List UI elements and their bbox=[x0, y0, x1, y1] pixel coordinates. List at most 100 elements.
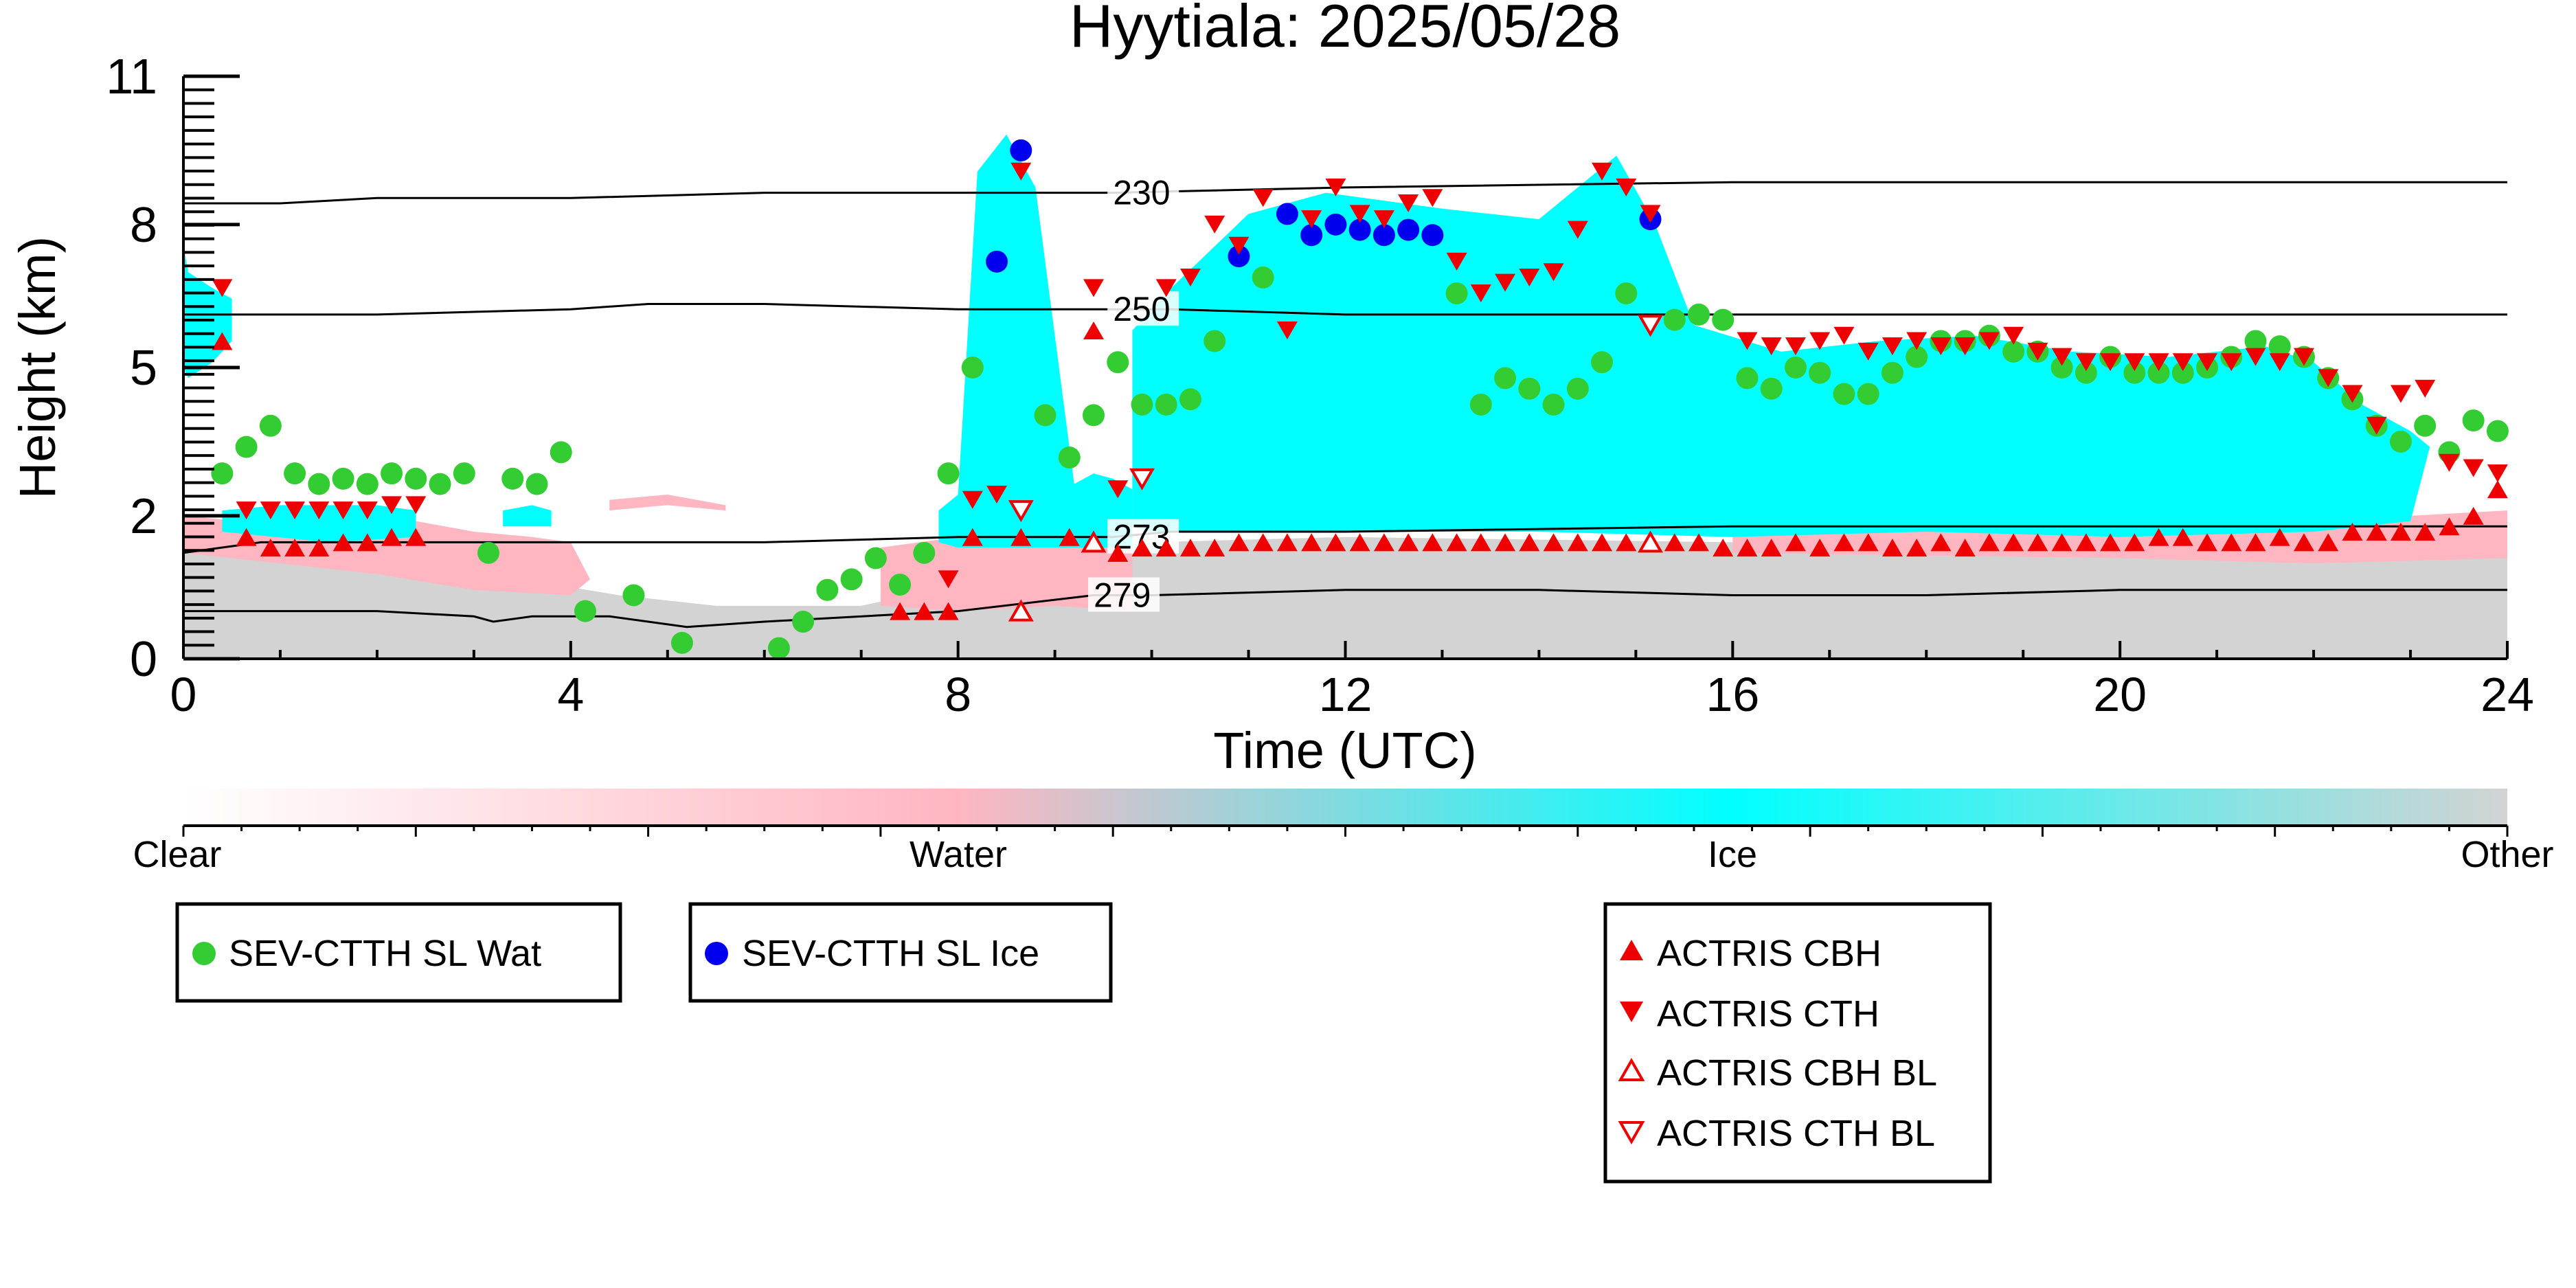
marker-actris-cth bbox=[1470, 284, 1491, 303]
marker-sev-ctth-sl-ice bbox=[1348, 218, 1371, 241]
marker-sev-ctth-sl-wat bbox=[1494, 367, 1517, 389]
marker-sev-ctth-sl-wat bbox=[405, 467, 427, 490]
marker-sev-ctth-sl-wat bbox=[501, 467, 524, 490]
marker-actris-cbh bbox=[2051, 533, 2072, 552]
contour-line-230 bbox=[183, 181, 2507, 205]
marker-actris-cbh bbox=[308, 539, 330, 557]
marker-actris-cbh bbox=[2342, 522, 2363, 541]
marker-actris-cth bbox=[2439, 453, 2460, 472]
marker-actris-cth bbox=[1978, 332, 2000, 350]
marker-actris-cbh bbox=[1204, 539, 1225, 557]
marker-sev-ctth-sl-wat bbox=[1687, 303, 1710, 326]
marker-sev-ctth-sl-wat bbox=[1591, 351, 1614, 374]
marker-actris-cbh bbox=[2293, 533, 2314, 552]
marker-actris-cth bbox=[1640, 205, 1661, 223]
marker-sev-ctth-sl-ice bbox=[1228, 245, 1250, 268]
marker-sev-ctth-sl-wat bbox=[429, 473, 451, 495]
contour-line-250 bbox=[183, 303, 2507, 316]
marker-actris-cth bbox=[1446, 252, 1467, 271]
marker-sev-ctth-sl-wat bbox=[2414, 414, 2437, 437]
marker-actris-cbh bbox=[1519, 533, 1540, 552]
marker-sev-ctth-sl-wat bbox=[1663, 308, 1686, 331]
marker-actris-cbh bbox=[1228, 533, 1250, 552]
marker-actris-cbh bbox=[1059, 528, 1080, 546]
marker-sev-ctth-sl-wat bbox=[1784, 357, 1807, 379]
contour-label-230: 230 bbox=[1113, 174, 1170, 212]
ice-region bbox=[503, 505, 552, 527]
marker-actris-cth bbox=[2390, 385, 2411, 403]
marker-sev-ctth-sl-wat bbox=[1445, 282, 1468, 305]
marker-sev-ctth-sl-wat bbox=[864, 547, 887, 569]
marker-sev-ctth-sl-wat bbox=[574, 600, 596, 622]
contour-label-279: 279 bbox=[1094, 576, 1151, 614]
marker-actris-cth bbox=[1301, 210, 1322, 229]
marker-actris-cth bbox=[2318, 369, 2339, 387]
marker-actris-cth bbox=[2221, 353, 2242, 372]
marker-actris-cth bbox=[236, 501, 257, 520]
temperature-contours bbox=[183, 181, 2507, 629]
marker-actris-cth bbox=[986, 486, 1008, 504]
marker-sev-ctth-sl-wat bbox=[1034, 404, 1057, 427]
marker-actris-cbh bbox=[1010, 528, 1032, 546]
marker-actris-cbh bbox=[1131, 539, 1153, 557]
marker-sev-ctth-sl-wat bbox=[1906, 346, 1928, 368]
x-tick-label: 12 bbox=[1319, 668, 1372, 721]
marker-sev-ctth-sl-wat bbox=[816, 578, 839, 601]
marker-sev-ctth-sl-wat bbox=[1809, 361, 1831, 384]
colorbar-ticks bbox=[182, 826, 2509, 837]
marker-actris-cbh bbox=[1664, 533, 1685, 552]
marker-sev-ctth-sl-wat bbox=[356, 473, 379, 495]
x-tick-label: 16 bbox=[1706, 668, 1759, 721]
marker-actris-cth bbox=[2003, 326, 2024, 345]
marker-actris-cbh bbox=[1179, 539, 1201, 557]
marker-actris-cbh bbox=[1495, 533, 1516, 552]
marker-sev-ctth-sl-wat bbox=[2389, 430, 2412, 453]
marker-actris-cbh-bl bbox=[1008, 599, 1034, 622]
contour-line-279 bbox=[183, 589, 2507, 629]
marker-actris-cbh bbox=[1930, 533, 1952, 552]
legend-marker-sev-ice bbox=[705, 942, 728, 965]
marker-actris-cth bbox=[2027, 342, 2048, 361]
chart-title: Hyytiala: 2025/05/28 bbox=[1070, 0, 1620, 60]
marker-actris-cbh bbox=[236, 528, 257, 546]
colorbar-fill bbox=[183, 789, 2507, 826]
marker-actris-cbh bbox=[1737, 539, 1758, 557]
marker-actris-cbh bbox=[212, 332, 233, 350]
marker-actris-cbh bbox=[2366, 522, 2387, 541]
marker-actris-cth bbox=[357, 501, 378, 520]
legend-marker-actris-cth bbox=[1620, 1002, 1643, 1022]
marker-sev-ctth-sl-wat bbox=[1204, 330, 1226, 352]
marker-actris-cth bbox=[2269, 353, 2290, 372]
marker-actris-cth bbox=[1930, 337, 1952, 356]
marker-sev-ctth-sl-wat bbox=[1833, 383, 1855, 405]
marker-actris-cth bbox=[962, 490, 983, 509]
legend-label-sev-ice: SEV-CTTH SL Ice bbox=[742, 933, 1039, 974]
contour-line-273 bbox=[183, 525, 2507, 554]
marker-actris-cth bbox=[1155, 279, 1177, 297]
marker-actris-cth bbox=[1204, 215, 1225, 234]
marker-actris-cbh bbox=[1155, 539, 1177, 557]
legend-marker-actris-cbh bbox=[1620, 940, 1643, 960]
marker-actris-cbh bbox=[1543, 533, 1564, 552]
marker-actris-cbh bbox=[1785, 533, 1806, 552]
legend-label-actris-cbh-bl: ACTRIS CBH BL bbox=[1657, 1052, 1937, 1094]
marker-actris-cth bbox=[1519, 268, 1540, 286]
marker-sev-ctth-sl-ice bbox=[1397, 218, 1420, 241]
marker-actris-cth bbox=[212, 279, 233, 297]
marker-actris-cth bbox=[1567, 221, 1588, 239]
marker-actris-cbh bbox=[1761, 539, 1782, 557]
marker-actris-cth bbox=[1349, 205, 1370, 223]
marker-sev-ctth-sl-wat bbox=[2462, 409, 2485, 432]
marker-actris-cbh bbox=[2100, 533, 2121, 552]
marker-actris-cbh bbox=[1978, 533, 2000, 552]
marker-sev-ctth-sl-wat bbox=[1760, 377, 1783, 400]
colorbar: Clear Water Ice Other bbox=[133, 789, 2554, 875]
marker-actris-cth bbox=[2463, 459, 2484, 477]
marker-actris-cbh bbox=[381, 528, 403, 546]
marker-sev-ctth-sl-wat bbox=[332, 467, 354, 490]
marker-actris-cth bbox=[2148, 353, 2169, 372]
marker-actris-cth bbox=[2366, 416, 2387, 435]
marker-actris-cth bbox=[2415, 379, 2436, 398]
colorbar-label-water: Water bbox=[909, 834, 1007, 875]
marker-sev-ctth-sl-wat bbox=[1566, 377, 1589, 400]
